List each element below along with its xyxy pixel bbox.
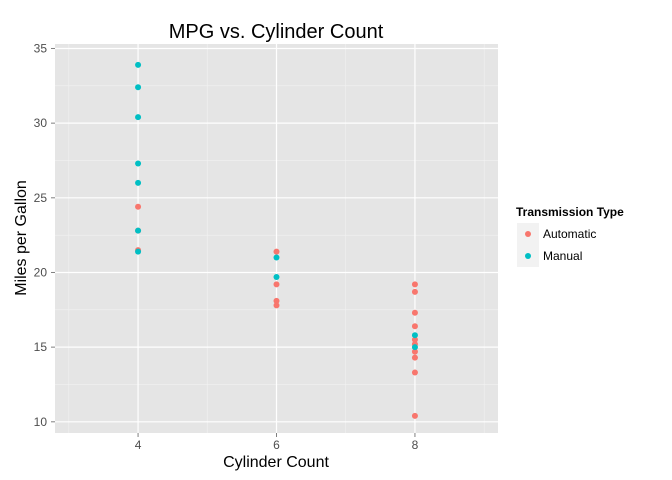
legend-label-manual: Manual [543,249,582,263]
legend-marker-manual [525,253,531,259]
data-point-manual [135,248,142,255]
data-point-automatic [411,281,418,288]
x-tick-label: 4 [135,438,142,452]
data-point-manual [273,273,280,280]
data-point-manual [411,332,418,339]
data-point-automatic [273,281,280,288]
y-axis: 10 15 20 25 30 35 [34,41,55,429]
chart-title: MPG vs. Cylinder Count [169,21,384,43]
x-axis: 4 6 8 [135,433,419,452]
data-point-automatic [411,309,418,316]
data-point-manual [273,254,280,261]
data-point-manual [411,344,418,351]
y-tick-label: 20 [34,265,48,279]
legend-title: Transmission Type [516,205,624,219]
data-point-manual [135,84,142,91]
y-tick-label: 10 [34,415,48,429]
data-point-automatic [273,297,280,304]
x-axis-title: Cylinder Count [223,454,329,471]
data-point-automatic [411,348,418,355]
data-point-automatic [411,369,418,376]
x-tick-label: 8 [412,438,419,452]
data-point-manual [135,160,142,167]
y-tick-label: 35 [34,41,48,55]
data-point-automatic [135,203,142,210]
data-point-automatic [273,248,280,255]
data-point-manual [135,61,142,68]
data-point-manual [135,114,142,121]
data-point-automatic [411,354,418,361]
data-point-automatic [411,412,418,419]
legend-label-automatic: Automatic [543,227,596,241]
major-gridlines [55,44,498,433]
data-point-automatic [273,302,280,309]
legend: Transmission Type Automatic Manual [516,205,624,267]
y-tick-label: 15 [34,340,48,354]
data-point-automatic [411,288,418,295]
data-point-manual [135,227,142,234]
data-point-automatic [411,323,418,330]
data-points [135,61,418,419]
x-tick-label: 6 [273,438,280,452]
data-point-automatic [411,336,418,343]
legend-marker-automatic [525,231,531,237]
y-axis-title: Miles per Gallon [13,180,30,296]
data-point-manual [135,179,142,186]
y-tick-label: 30 [34,116,48,130]
y-tick-label: 25 [34,191,48,205]
